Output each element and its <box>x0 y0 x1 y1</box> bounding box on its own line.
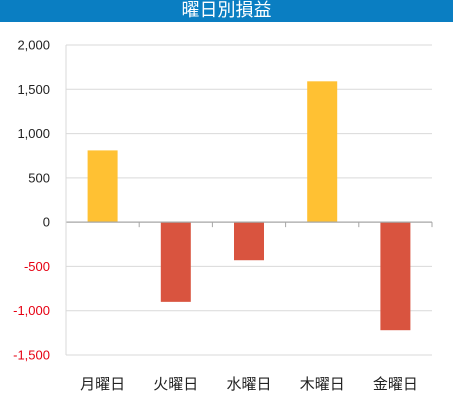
y-tick-labels: 2,000 1,500 1,000 500 0 -500 -1,000 -1,500 <box>13 38 50 363</box>
y-tick-label: 0 <box>43 215 50 230</box>
bar-3 <box>234 222 264 261</box>
x-tick-label: 火曜日 <box>153 375 198 393</box>
gridlines <box>66 44 432 356</box>
y-tick-label: 1,000 <box>17 126 50 141</box>
y-tick-label: 1,500 <box>17 82 50 97</box>
x-tick-labels: 月曜日 火曜日 水曜日 木曜日 金曜日 <box>80 375 418 393</box>
x-tick-label: 金曜日 <box>373 375 418 393</box>
chart-title: 曜日別損益 <box>0 0 453 22</box>
y-tick-label: 500 <box>28 170 50 185</box>
y-tick-label: -1,000 <box>13 303 50 318</box>
bars <box>87 81 411 331</box>
bar-1 <box>87 150 118 223</box>
bar-2 <box>160 222 191 302</box>
y-tick-label: -500 <box>24 259 50 274</box>
x-axis <box>65 45 433 355</box>
x-tick-label: 月曜日 <box>80 375 125 393</box>
bar-4 <box>307 81 338 223</box>
y-tick-label: -1,500 <box>13 348 50 363</box>
bar-5 <box>380 222 411 331</box>
x-tick-label: 水曜日 <box>226 375 271 393</box>
y-tick-label: 2,000 <box>17 38 50 53</box>
x-tick-label: 木曜日 <box>300 375 345 393</box>
